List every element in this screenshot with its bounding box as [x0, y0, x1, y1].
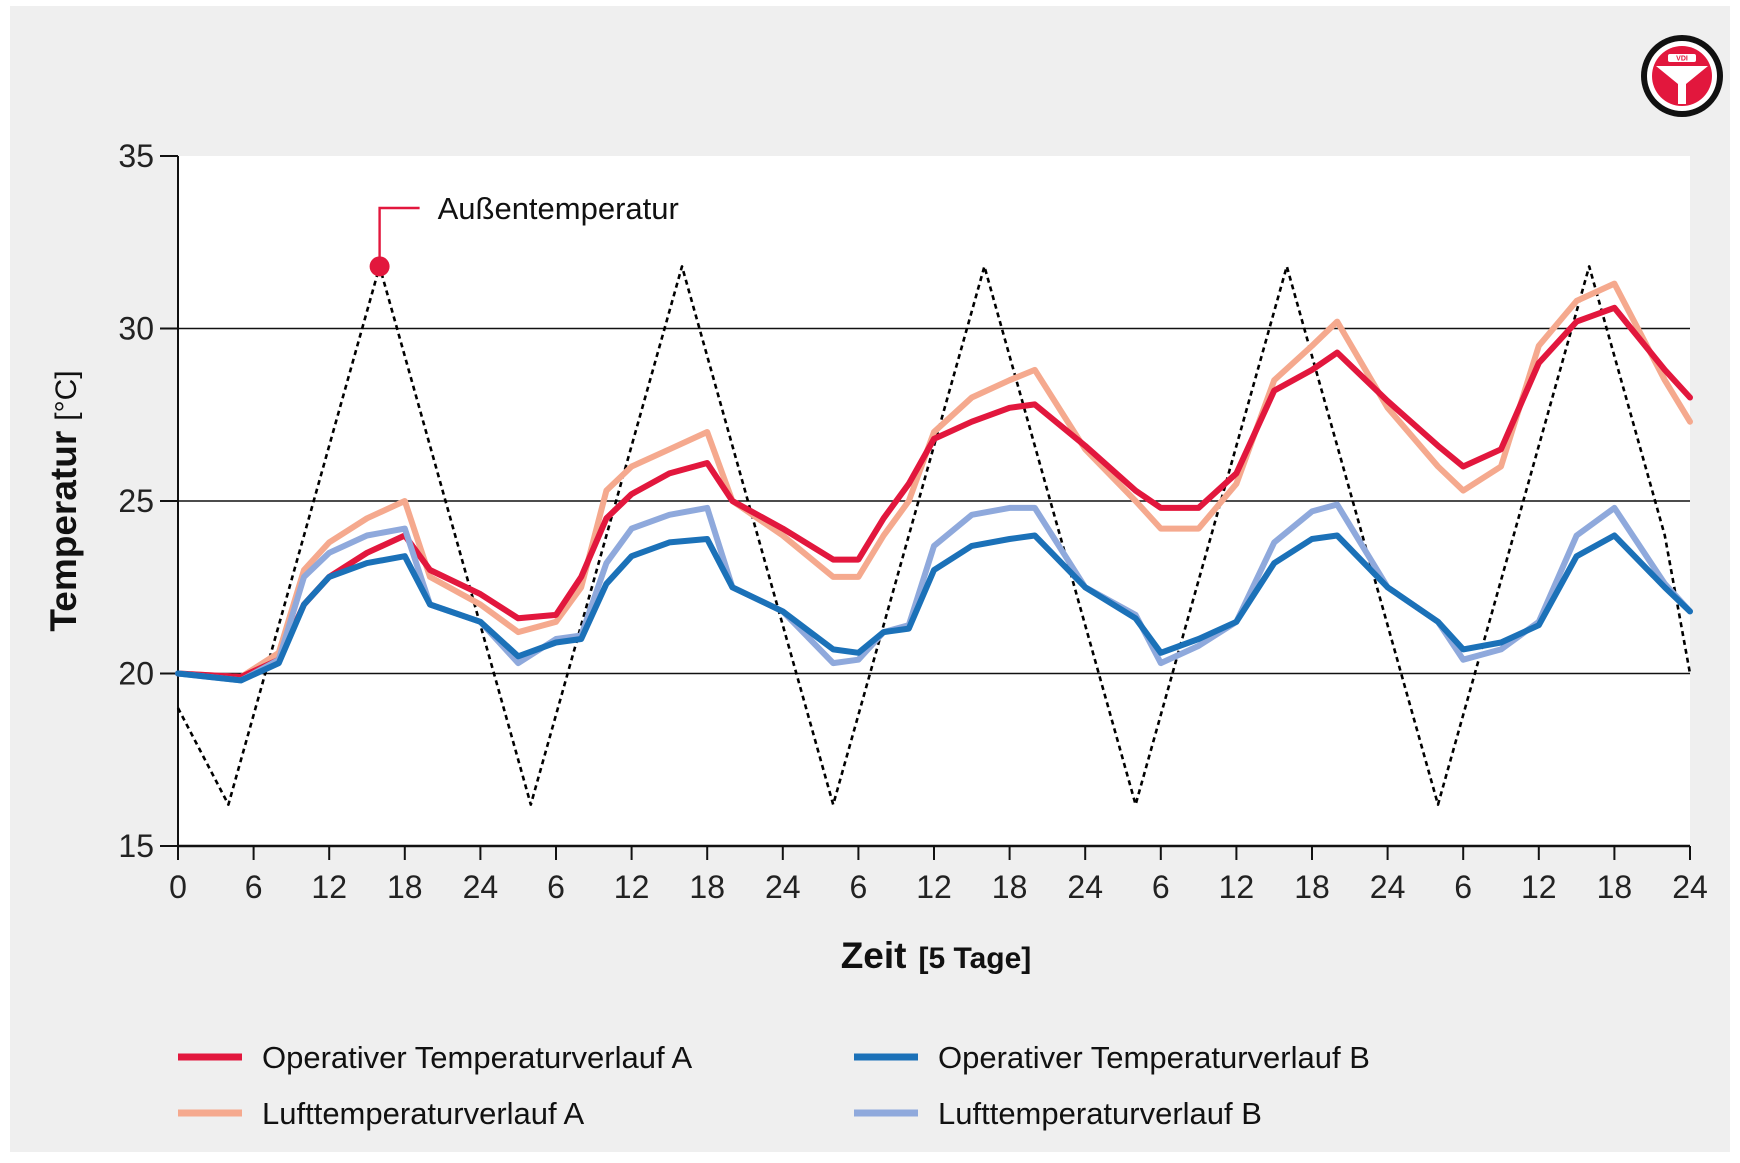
x-tick-label: 18: [1597, 869, 1633, 905]
legend-label: Lufttemperaturverlauf B: [938, 1096, 1262, 1131]
legend-label: Operativer Temperaturverlauf B: [938, 1040, 1370, 1075]
vdi-seal-icon: VDI: [1641, 35, 1723, 117]
x-tick-label: 24: [1370, 869, 1406, 905]
annotation: Außentemperatur: [369, 191, 679, 277]
x-tick-label: 24: [463, 869, 499, 905]
x-tick-label: 24: [1067, 869, 1103, 905]
annotation-marker: [369, 256, 390, 277]
legend-item: Lufttemperaturverlauf A: [178, 1096, 585, 1131]
legend-item: Operativer Temperaturverlauf B: [854, 1040, 1370, 1075]
x-tick-label: 18: [1294, 869, 1330, 905]
legend-item: Operativer Temperaturverlauf A: [178, 1040, 693, 1075]
x-tick-label: 18: [689, 869, 725, 905]
series-line-1: [175, 280, 1693, 680]
logo-text: VDI: [1676, 56, 1688, 63]
x-tick-label: 6: [1152, 869, 1170, 905]
x-tick-label: 12: [1219, 869, 1255, 905]
annotation-leader: [378, 206, 420, 259]
series-line-0: [176, 265, 1692, 806]
x-tick-label: 6: [547, 869, 565, 905]
y-tick-label: 30: [118, 311, 154, 347]
series-line-2: [175, 304, 1693, 680]
legend: Operativer Temperaturverlauf A Operativer…: [178, 1040, 1370, 1131]
x-tick-label: 12: [916, 869, 952, 905]
x-tick-label: 6: [850, 869, 868, 905]
y-tick-label: 25: [118, 483, 154, 519]
x-tick-label: 24: [1672, 869, 1708, 905]
series-layer: [175, 265, 1693, 806]
annotation-label: Außentemperatur: [438, 191, 679, 226]
axes: 15 20 25 30 35 0 6 12 18 24 6 12 18 24 6 12 18 24 6 12 18 24 6…: [118, 138, 1707, 905]
x-tick-label: 0: [169, 869, 187, 905]
legend-label: Operativer Temperaturverlauf A: [262, 1040, 693, 1075]
x-axis-label: Zeit [5 Tage]: [841, 935, 1032, 976]
x-tick-label: 6: [1454, 869, 1472, 905]
x-tick-label: 12: [311, 869, 347, 905]
x-tick-label: 24: [765, 869, 801, 905]
legend-label: Lufttemperaturverlauf A: [262, 1096, 585, 1131]
y-axis-label: Temperatur[°C]: [43, 370, 84, 631]
x-tick-label: 18: [387, 869, 423, 905]
gridlines: [178, 327, 1690, 675]
y-tick-label: 20: [118, 656, 154, 692]
x-tick-label: 12: [1521, 869, 1557, 905]
x-tick-label: 12: [614, 869, 650, 905]
y-tick-label: 35: [118, 138, 154, 174]
x-tick-label: 6: [245, 869, 263, 905]
legend-item: Lufttemperaturverlauf B: [854, 1096, 1262, 1131]
x-tick-label: 18: [992, 869, 1028, 905]
y-tick-label: 15: [118, 828, 154, 864]
series-line-4: [175, 532, 1693, 684]
